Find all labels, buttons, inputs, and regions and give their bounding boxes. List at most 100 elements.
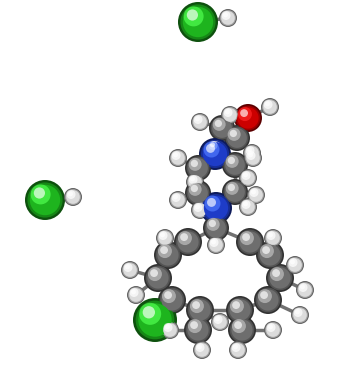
Circle shape bbox=[144, 264, 172, 292]
Circle shape bbox=[230, 299, 244, 313]
Circle shape bbox=[203, 142, 227, 166]
Circle shape bbox=[158, 231, 172, 245]
Circle shape bbox=[262, 246, 270, 254]
Circle shape bbox=[187, 9, 198, 21]
Circle shape bbox=[139, 303, 161, 325]
Circle shape bbox=[231, 343, 240, 352]
Circle shape bbox=[243, 144, 261, 162]
Circle shape bbox=[200, 192, 232, 224]
Circle shape bbox=[143, 306, 155, 319]
Circle shape bbox=[206, 144, 215, 153]
Circle shape bbox=[224, 125, 250, 151]
Circle shape bbox=[261, 98, 279, 116]
Circle shape bbox=[248, 187, 264, 203]
Circle shape bbox=[207, 236, 225, 254]
Circle shape bbox=[161, 321, 179, 339]
Circle shape bbox=[173, 194, 178, 200]
Circle shape bbox=[213, 315, 227, 329]
Circle shape bbox=[268, 325, 273, 329]
Circle shape bbox=[226, 296, 254, 324]
Circle shape bbox=[213, 118, 226, 131]
Circle shape bbox=[234, 104, 262, 132]
Circle shape bbox=[244, 149, 262, 167]
Circle shape bbox=[287, 257, 303, 273]
Circle shape bbox=[209, 220, 216, 227]
Circle shape bbox=[222, 152, 248, 178]
Circle shape bbox=[147, 267, 168, 289]
Circle shape bbox=[25, 180, 65, 220]
Circle shape bbox=[130, 288, 139, 297]
Circle shape bbox=[221, 106, 239, 124]
Circle shape bbox=[222, 179, 248, 205]
Circle shape bbox=[264, 229, 282, 247]
Circle shape bbox=[204, 196, 228, 220]
Circle shape bbox=[247, 151, 256, 160]
Circle shape bbox=[192, 301, 200, 309]
Circle shape bbox=[195, 116, 200, 121]
Circle shape bbox=[171, 193, 185, 207]
Circle shape bbox=[228, 298, 252, 322]
Circle shape bbox=[191, 160, 198, 167]
Circle shape bbox=[199, 138, 231, 170]
Circle shape bbox=[204, 217, 228, 239]
Circle shape bbox=[171, 151, 185, 165]
Circle shape bbox=[194, 203, 203, 212]
Circle shape bbox=[127, 286, 145, 304]
Circle shape bbox=[163, 323, 177, 337]
Circle shape bbox=[160, 288, 184, 312]
Circle shape bbox=[189, 175, 198, 184]
Circle shape bbox=[242, 233, 250, 241]
Circle shape bbox=[169, 149, 187, 167]
Circle shape bbox=[228, 184, 235, 191]
Circle shape bbox=[264, 321, 282, 339]
Circle shape bbox=[158, 286, 186, 314]
Circle shape bbox=[266, 231, 275, 240]
Circle shape bbox=[241, 200, 255, 214]
Circle shape bbox=[207, 198, 216, 207]
Circle shape bbox=[297, 282, 313, 298]
Circle shape bbox=[27, 182, 63, 217]
Circle shape bbox=[188, 319, 202, 333]
Circle shape bbox=[201, 140, 229, 168]
Circle shape bbox=[160, 246, 168, 254]
Circle shape bbox=[68, 191, 73, 196]
Circle shape bbox=[242, 200, 251, 209]
Circle shape bbox=[223, 12, 228, 18]
Circle shape bbox=[221, 11, 235, 25]
Circle shape bbox=[202, 194, 230, 222]
Circle shape bbox=[225, 182, 245, 202]
Circle shape bbox=[211, 239, 216, 244]
Circle shape bbox=[231, 343, 245, 357]
Circle shape bbox=[215, 316, 220, 322]
Circle shape bbox=[228, 128, 240, 141]
Circle shape bbox=[195, 343, 209, 357]
Circle shape bbox=[170, 150, 186, 166]
Circle shape bbox=[209, 238, 223, 252]
Circle shape bbox=[186, 318, 210, 342]
Circle shape bbox=[293, 308, 302, 317]
Circle shape bbox=[188, 158, 208, 178]
Circle shape bbox=[176, 230, 200, 254]
Circle shape bbox=[232, 301, 240, 309]
Circle shape bbox=[291, 306, 309, 324]
Circle shape bbox=[224, 108, 233, 117]
Circle shape bbox=[183, 7, 213, 37]
Circle shape bbox=[31, 184, 51, 204]
Circle shape bbox=[188, 298, 212, 322]
Circle shape bbox=[180, 4, 216, 40]
Circle shape bbox=[186, 296, 214, 324]
Circle shape bbox=[224, 181, 247, 203]
Circle shape bbox=[246, 146, 255, 155]
Circle shape bbox=[248, 152, 253, 157]
Circle shape bbox=[265, 101, 270, 106]
Circle shape bbox=[162, 289, 176, 303]
Circle shape bbox=[226, 182, 239, 195]
Circle shape bbox=[263, 100, 277, 114]
Circle shape bbox=[266, 231, 280, 245]
Circle shape bbox=[30, 185, 60, 215]
Circle shape bbox=[240, 231, 254, 245]
Circle shape bbox=[157, 244, 179, 266]
Circle shape bbox=[121, 261, 139, 279]
Circle shape bbox=[229, 300, 251, 321]
Circle shape bbox=[240, 199, 256, 215]
